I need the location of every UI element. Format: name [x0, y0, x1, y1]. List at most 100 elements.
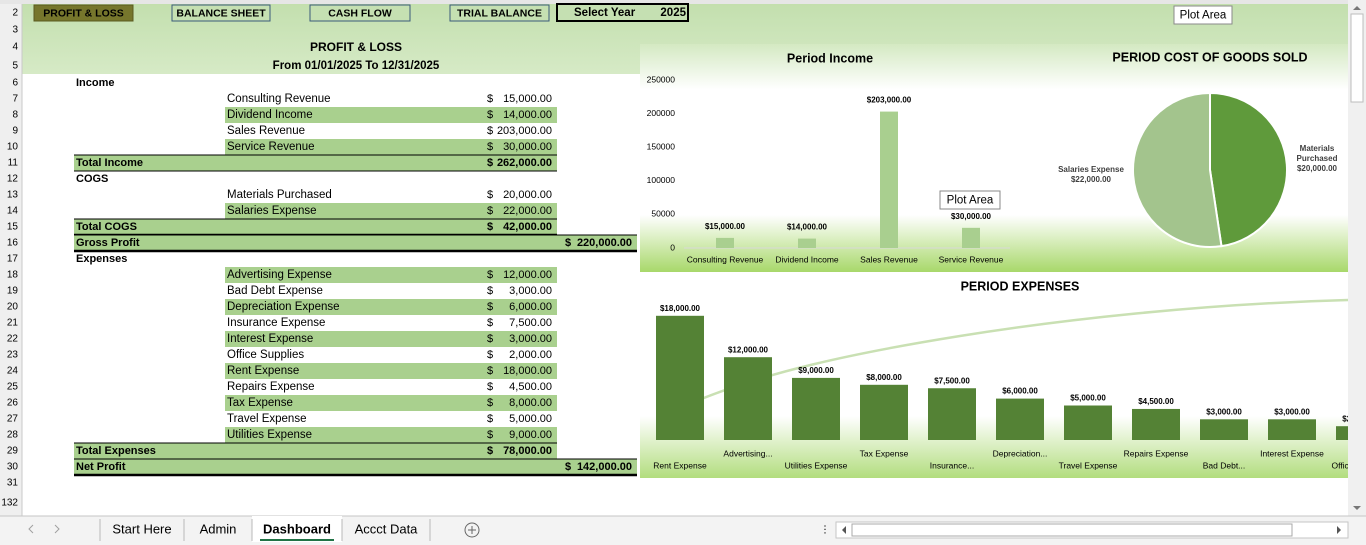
- item-label: Office Supplies: [227, 349, 304, 361]
- x-tick-label: Interest Expense: [1260, 448, 1324, 458]
- active-tab[interactable]: [252, 516, 342, 542]
- bar: [962, 227, 980, 248]
- currency-symbol: $: [487, 333, 493, 345]
- row-number: 16: [7, 238, 19, 249]
- y-tick-label: 150000: [647, 141, 676, 151]
- select-year-label: Select Year: [574, 7, 636, 19]
- item-label: Repairs Expense: [227, 381, 315, 393]
- tooltip-text: Plot Area: [947, 195, 994, 207]
- item-row-fill: [225, 427, 557, 443]
- item-amount: 6,000.00: [509, 301, 552, 313]
- item-amount: 203,000.00: [497, 125, 552, 137]
- sheet-tab[interactable]: Start Here: [112, 521, 171, 536]
- sheet-tab[interactable]: Accct Data: [355, 521, 419, 536]
- data-label: $6,000.00: [1002, 387, 1038, 396]
- hscroll-left[interactable]: [842, 526, 846, 534]
- row-number: 18: [7, 270, 19, 281]
- row-number: 12: [7, 174, 19, 185]
- data-label: $18,000.00: [660, 304, 701, 313]
- currency-symbol: $: [487, 365, 493, 377]
- data-label: $4,500.00: [1138, 397, 1174, 406]
- section-heading: COGS: [76, 173, 108, 185]
- currency-symbol: $: [487, 141, 493, 153]
- bar: [1336, 426, 1348, 440]
- sheet-tab[interactable]: Admin: [200, 521, 237, 536]
- item-amount: 3,000.00: [509, 333, 552, 345]
- item-label: Insurance Expense: [227, 317, 325, 329]
- vertical-scroll-thumb[interactable]: [1350, 13, 1364, 103]
- currency-symbol: $: [487, 125, 493, 137]
- scroll-up-arrow[interactable]: [1353, 6, 1361, 10]
- select-year-value[interactable]: 2025: [660, 7, 686, 19]
- vertical-scrollbar[interactable]: [1348, 0, 1366, 516]
- item-label: Bad Debt Expense: [227, 285, 323, 297]
- pie-value-label: $20,000.00: [1296, 164, 1338, 173]
- x-tick-label: Rent Expense: [653, 460, 707, 470]
- column-header-strip: [0, 0, 1348, 4]
- nav-button-label[interactable]: TRIAL BALANCE: [457, 7, 542, 19]
- pie-category-label: Salaries Expense: [1058, 165, 1124, 174]
- data-label: $8,000.00: [866, 373, 902, 382]
- currency-symbol: $: [487, 397, 493, 409]
- total-label: Total Income: [76, 157, 143, 169]
- bar: [880, 111, 898, 248]
- x-tick-label: Consulting Revenue: [687, 254, 764, 264]
- currency-symbol: $: [487, 93, 493, 105]
- currency-symbol: $: [487, 413, 493, 425]
- item-label: Travel Expense: [227, 413, 306, 425]
- sheet-tab[interactable]: Dashboard: [263, 521, 331, 536]
- tab-scroll-left[interactable]: [28, 524, 34, 534]
- item-amount: 20,000.00: [503, 189, 552, 201]
- data-label: $3,000.00: [1274, 407, 1310, 416]
- nav-button[interactable]: [309, 4, 411, 22]
- currency-symbol: $: [565, 237, 571, 249]
- add-sheet-button[interactable]: [464, 522, 480, 538]
- nav-button-label[interactable]: BALANCE SHEET: [176, 7, 266, 19]
- add-sheet-plus: [468, 526, 476, 534]
- nav-button[interactable]: [171, 4, 271, 22]
- row-number: 5: [12, 61, 18, 72]
- chart-title: Period Income: [787, 51, 873, 65]
- select-year-box[interactable]: [556, 3, 689, 22]
- profit-label: Gross Profit: [76, 237, 140, 249]
- profit-amount: 142,000.00: [577, 461, 632, 473]
- nav-button[interactable]: [33, 4, 134, 22]
- row-number: 132: [1, 498, 18, 509]
- hscroll-right[interactable]: [1337, 526, 1341, 534]
- tooltip-text: Plot Area: [1180, 10, 1227, 22]
- item-label: Interest Expense: [227, 333, 313, 345]
- scroll-down-arrow[interactable]: [1353, 506, 1361, 510]
- total-row-fill: [74, 443, 557, 459]
- row-number: 6: [12, 78, 18, 89]
- chart-title: PERIOD EXPENSES: [961, 279, 1080, 293]
- item-row-fill: [225, 363, 557, 379]
- currency-symbol: $: [487, 189, 493, 201]
- split-handle: ⋮: [820, 525, 830, 536]
- currency-symbol: $: [487, 429, 493, 441]
- item-amount: 22,000.00: [503, 205, 552, 217]
- data-label: $14,000.00: [787, 223, 828, 232]
- item-label: Materials Purchased: [227, 189, 332, 201]
- item-label: Salaries Expense: [227, 205, 317, 217]
- item-amount: 8,000.00: [509, 397, 552, 409]
- bar: [1132, 408, 1180, 440]
- bar: [792, 377, 840, 440]
- tab-scroll-right[interactable]: [54, 524, 60, 534]
- nav-button[interactable]: [449, 4, 550, 22]
- nav-button-label[interactable]: CASH FLOW: [328, 7, 392, 19]
- currency-symbol: $: [487, 445, 493, 457]
- row-number: 25: [7, 382, 19, 393]
- item-label: Tax Expense: [227, 397, 293, 409]
- horizontal-scroll-thumb[interactable]: [851, 523, 1293, 537]
- row-number: 11: [8, 158, 19, 169]
- currency-symbol: $: [487, 109, 493, 121]
- item-row-fill: [225, 267, 557, 283]
- currency-symbol: $: [487, 269, 493, 281]
- x-tick-label: Service Revenue: [939, 254, 1004, 264]
- row-number: 30: [7, 462, 19, 473]
- row-number: 31: [7, 478, 19, 489]
- pie-slice: [1209, 91, 1288, 248]
- nav-button-label[interactable]: PROFIT & LOSS: [43, 7, 124, 19]
- row-number: 21: [7, 318, 19, 329]
